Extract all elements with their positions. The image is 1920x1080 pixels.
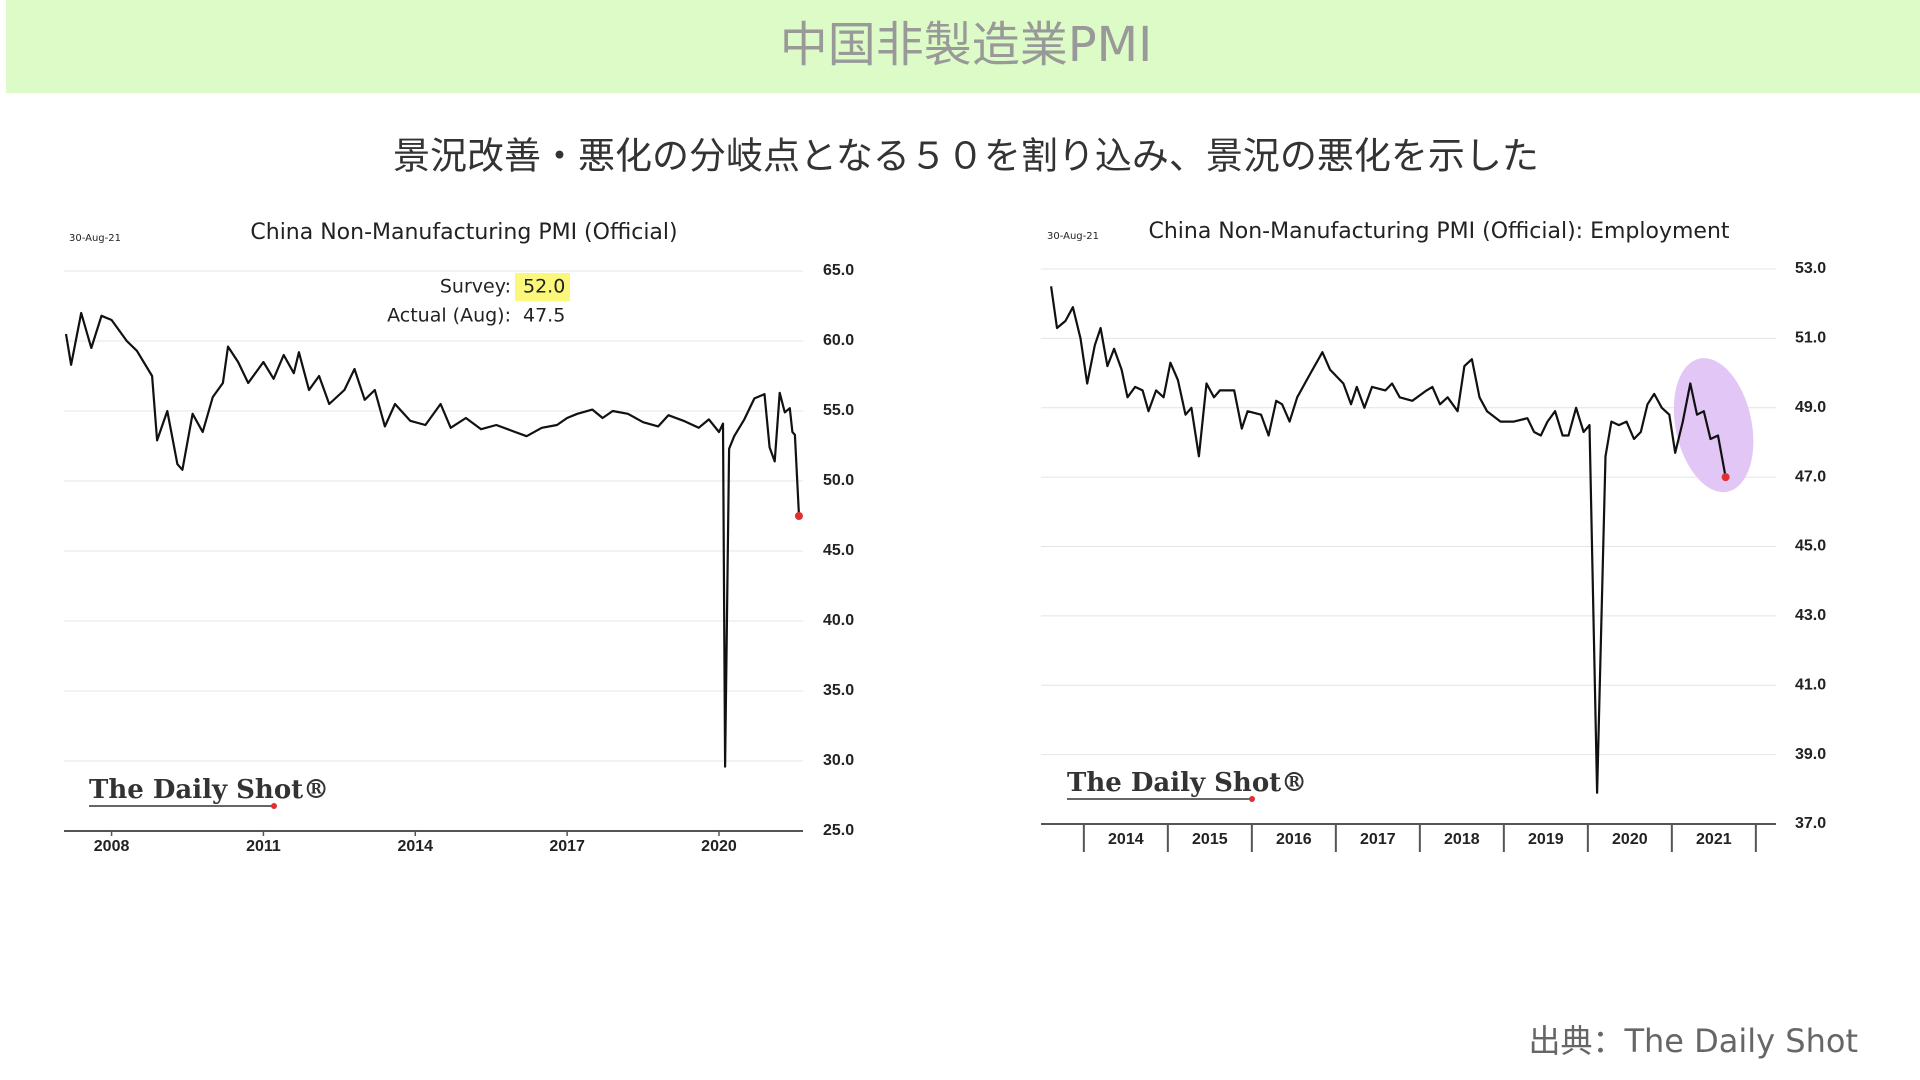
chart-title: China Non-Manufacturing PMI (Official) — [250, 220, 677, 245]
y-tick-label: 37.0 — [1795, 815, 1826, 832]
y-tick-label: 30.0 — [823, 752, 854, 769]
highlight — [1673, 358, 1754, 493]
x-tick-label: 2016 — [1276, 831, 1312, 848]
annotation-label: Actual (Aug): — [387, 305, 511, 327]
header-band — [6, 0, 1920, 93]
line — [64, 311, 801, 768]
x-tick-label: 2017 — [549, 838, 585, 855]
y-tick-label: 49.0 — [1795, 399, 1826, 416]
y-tick-label: 55.0 — [823, 402, 854, 419]
x-tick-label: 2017 — [1360, 831, 1396, 848]
y-tick-label: 45.0 — [823, 542, 854, 559]
annotation-value: 47.5 — [523, 305, 565, 327]
y-tick-label: 35.0 — [823, 682, 854, 699]
y-tick-label: 50.0 — [823, 472, 854, 489]
y-tick-label: 43.0 — [1795, 607, 1826, 624]
y-tick-label: 51.0 — [1795, 330, 1826, 347]
chart-title: China Non-Manufacturing PMI (Official): … — [1148, 219, 1729, 244]
y-tick-label: 65.0 — [823, 262, 854, 279]
x-tick-label: 2018 — [1444, 831, 1480, 848]
y-tick-label: 47.0 — [1795, 468, 1826, 485]
x-tick-label: 2011 — [246, 838, 281, 855]
annotation-label: Survey: — [440, 276, 511, 298]
y-tick-label: 60.0 — [823, 332, 854, 349]
x-tick-label: 2015 — [1192, 831, 1228, 848]
x-tick-label: 2019 — [1528, 831, 1564, 848]
watermark: The Daily Shot® — [1067, 768, 1307, 798]
y-tick-label: 53.0 — [1795, 260, 1826, 277]
x-tick-label: 2021 — [1696, 831, 1732, 848]
last-point — [794, 512, 803, 520]
annotation-value: 52.0 — [523, 276, 565, 298]
line — [1050, 286, 1727, 794]
last-point — [1721, 473, 1730, 482]
date-label: 30-Aug-21 — [69, 233, 121, 244]
x-tick-label: 2014 — [397, 838, 433, 855]
subtitle: 景況改善・悪化の分岐点となる５０を割り込み、景況の悪化を示した — [393, 135, 1539, 178]
y-tick-label: 41.0 — [1795, 676, 1826, 693]
x-tick-label: 2014 — [1108, 831, 1144, 848]
x-tick-label: 2020 — [701, 838, 737, 855]
y-tick-label: 39.0 — [1795, 746, 1826, 763]
y-tick-label: 25.0 — [823, 822, 854, 839]
watermark-dot — [1249, 796, 1255, 802]
watermark: The Daily Shot® — [89, 775, 329, 805]
source: 出典：The Daily Shot — [1528, 1022, 1858, 1060]
watermark-dot — [271, 803, 277, 809]
annotation-highlight — [515, 273, 570, 301]
y-tick-label: 40.0 — [823, 612, 854, 629]
date-label: 30-Aug-21 — [1047, 231, 1099, 242]
x-tick-label: 2020 — [1612, 831, 1648, 848]
y-tick-label: 45.0 — [1795, 538, 1826, 555]
slide-title: 中国非製造業PMI — [780, 17, 1153, 73]
x-tick-label: 2008 — [94, 838, 130, 855]
